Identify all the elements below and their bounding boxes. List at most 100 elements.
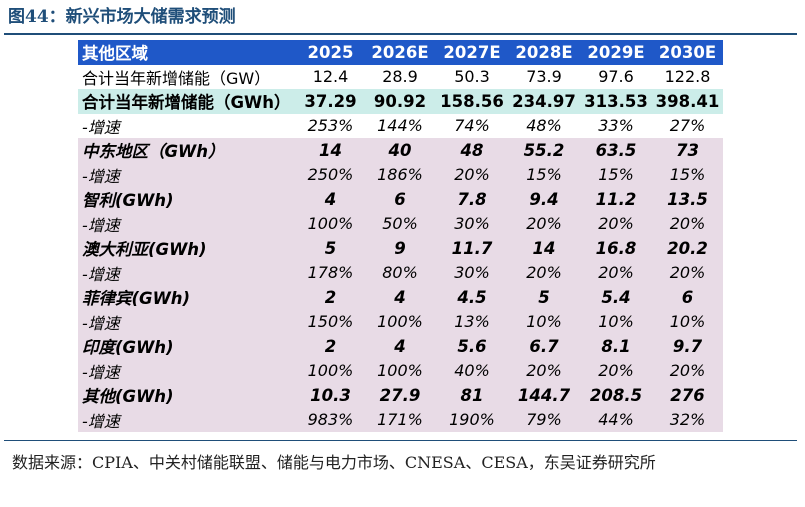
table-cell: 50.3	[436, 64, 508, 89]
table-cell: 16.8	[580, 236, 652, 261]
table-cell: 20%	[580, 211, 652, 236]
table-cell: 2	[297, 285, 364, 310]
table-row: -增速 150% 100% 13% 10% 10% 10%	[78, 309, 723, 334]
table-cell: 2	[297, 334, 364, 359]
table-row: -增速 253% 144% 74% 48% 33% 27%	[78, 113, 723, 138]
table-cell: 313.53	[580, 89, 652, 114]
table-cell: 5.6	[436, 334, 508, 359]
table-cell: 2028E	[508, 40, 580, 65]
table-cell: 10.3	[297, 383, 364, 408]
table-row: 菲律宾(GWh) 2 4 4.5 5 5.4 6	[78, 285, 723, 310]
table-row: -增速 178% 80% 30% 20% 20% 20%	[78, 260, 723, 285]
table-row: 澳大利亚(GWh) 5 9 11.7 14 16.8 20.2	[78, 236, 723, 261]
table-cell: 100%	[364, 309, 436, 334]
row-label: -增速	[78, 162, 297, 187]
table-cell: 28.9	[364, 64, 436, 89]
table-cell: 20%	[436, 162, 508, 187]
table-cell: 20%	[508, 260, 580, 285]
row-label: 澳大利亚(GWh)	[78, 236, 297, 261]
table-cell: 253%	[297, 113, 364, 138]
table-cell: 4	[364, 285, 436, 310]
table-cell: 6	[364, 187, 436, 212]
table-cell: 10%	[652, 309, 723, 334]
table-cell: 7.8	[436, 187, 508, 212]
row-label: 中东地区（GWh）	[78, 138, 297, 163]
table-cell: 9.7	[652, 334, 723, 359]
table-cell: 55.2	[508, 138, 580, 163]
table-cell: 11.2	[580, 187, 652, 212]
table-cell: 6	[652, 285, 723, 310]
table-cell: 158.56	[436, 89, 508, 114]
table-row: 合计当年新增储能（GW） 12.4 28.9 50.3 73.9 97.6 122.8	[78, 64, 723, 89]
table-cell: 178%	[297, 260, 364, 285]
table-cell: 190%	[436, 407, 508, 432]
table-cell: 27%	[652, 113, 723, 138]
table-cell: 276	[652, 383, 723, 408]
table-cell: 30%	[436, 260, 508, 285]
table-header-row: 其他区域 2025 2026E 2027E 2028E 2029E 2030E	[78, 40, 723, 65]
table-cell: 15%	[580, 162, 652, 187]
row-label: -增速	[78, 309, 297, 334]
table-cell: 79%	[508, 407, 580, 432]
table-cell: 90.92	[364, 89, 436, 114]
row-label: -增速	[78, 260, 297, 285]
table-row: -增速 983% 171% 190% 79% 44% 32%	[78, 407, 723, 432]
table-cell: 12.4	[297, 64, 364, 89]
table-cell: 33%	[580, 113, 652, 138]
table-cell: 4	[297, 187, 364, 212]
table-cell: 73.9	[508, 64, 580, 89]
source-note: 数据来源：CPIA、中关村储能联盟、储能与电力市场、CNESA、CESA，东吴证…	[12, 453, 656, 472]
row-label: 智利(GWh)	[78, 187, 297, 212]
table-cell: 20%	[580, 358, 652, 383]
table-cell: 122.8	[652, 64, 723, 89]
table-cell: 37.29	[297, 89, 364, 114]
table-cell: 6.7	[508, 334, 580, 359]
table-cell: 4.5	[436, 285, 508, 310]
table-cell: 13%	[436, 309, 508, 334]
row-label: 合计当年新增储能（GW）	[78, 64, 297, 89]
table-cell: 398.41	[652, 89, 723, 114]
table-cell: 10%	[508, 309, 580, 334]
table-cell: 2029E	[580, 40, 652, 65]
table-cell: 50%	[364, 211, 436, 236]
table-cell: 100%	[297, 358, 364, 383]
table-cell: 10%	[580, 309, 652, 334]
row-label: 合计当年新增储能（GWh）	[78, 89, 297, 114]
table-cell: 20%	[652, 358, 723, 383]
table-cell: 80%	[364, 260, 436, 285]
table-cell: 9.4	[508, 187, 580, 212]
table-cell: 100%	[297, 211, 364, 236]
row-label: 印度(GWh)	[78, 334, 297, 359]
table-cell: 11.7	[436, 236, 508, 261]
table-cell: 48%	[508, 113, 580, 138]
table-cell: 150%	[297, 309, 364, 334]
table-cell: 234.97	[508, 89, 580, 114]
table-cell: 32%	[652, 407, 723, 432]
row-label: -增速	[78, 407, 297, 432]
table-cell: 4	[364, 334, 436, 359]
table-cell: 2025	[297, 40, 364, 65]
table-cell: 2030E	[652, 40, 723, 65]
table-row: -增速 100% 50% 30% 20% 20% 20%	[78, 211, 723, 236]
forecast-table: 其他区域 2025 2026E 2027E 2028E 2029E 2030E 合计当年新增储…	[78, 40, 723, 432]
table-row: 其他(GWh) 10.3 27.9 81 144.7 208.5 276	[78, 383, 723, 408]
title-divider	[4, 33, 797, 35]
table-row: 中东地区（GWh） 14 40 48 55.2 63.5 73	[78, 138, 723, 163]
table-cell: 144%	[364, 113, 436, 138]
table-cell: 8.1	[580, 334, 652, 359]
table-cell: 81	[436, 383, 508, 408]
table-cell: 15%	[508, 162, 580, 187]
table-cell: 48	[436, 138, 508, 163]
table-cell: 20%	[580, 260, 652, 285]
figure-title: 图44：新兴市场大储需求预测	[8, 7, 236, 27]
table-cell: 208.5	[580, 383, 652, 408]
table-cell: 14	[297, 138, 364, 163]
table-cell: 14	[508, 236, 580, 261]
row-label: -增速	[78, 358, 297, 383]
row-label: -增速	[78, 113, 297, 138]
table-body: 其他区域 2025 2026E 2027E 2028E 2029E 2030E 合计当年新增储…	[78, 40, 723, 432]
table-row: 印度(GWh) 2 4 5.6 6.7 8.1 9.7	[78, 334, 723, 359]
table-row: -增速 250% 186% 20% 15% 15% 15%	[78, 162, 723, 187]
table-cell: 5.4	[580, 285, 652, 310]
row-label: 其他(GWh)	[78, 383, 297, 408]
